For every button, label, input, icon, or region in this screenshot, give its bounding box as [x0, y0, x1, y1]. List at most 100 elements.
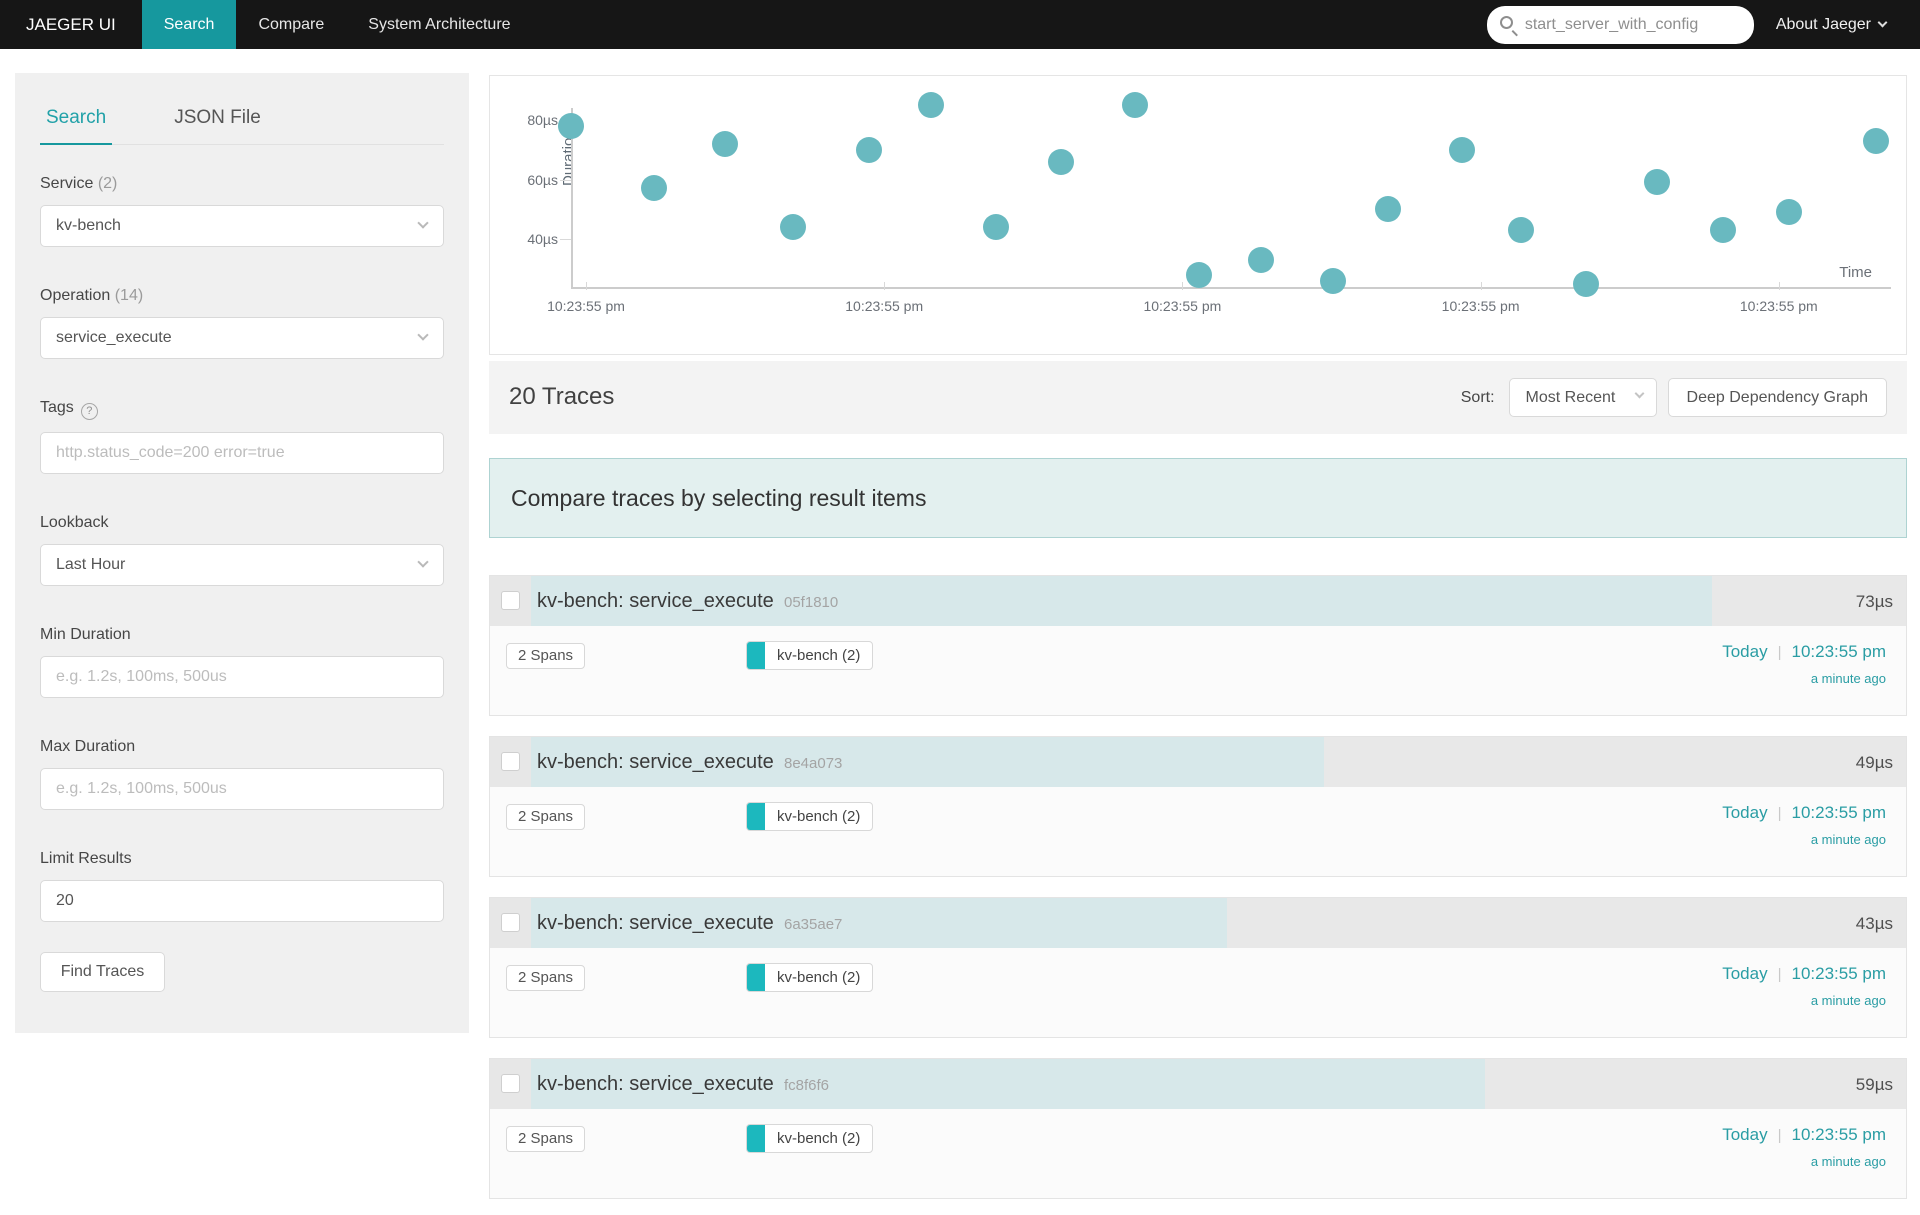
- trace-header[interactable]: kv-bench: service_execute 05f1810 73µs: [490, 576, 1906, 626]
- trace-relative-time: a minute ago: [1810, 993, 1886, 1008]
- trace-scatter-point[interactable]: [1375, 196, 1402, 223]
- min-duration-input[interactable]: [41, 657, 443, 697]
- service-label: Service (2): [40, 175, 118, 192]
- trace-scatter-point[interactable]: [1248, 246, 1275, 273]
- trace-checkbox[interactable]: [501, 591, 520, 610]
- nav-tab-compare[interactable]: Compare: [258, 16, 325, 33]
- search-icon: [1499, 15, 1513, 29]
- max-duration-group: Max Duration: [40, 738, 444, 810]
- trace-timestamp: Today | 10:23:55 pm a minute ago: [1722, 964, 1886, 1008]
- operation-label: Operation (14): [40, 287, 144, 304]
- about-jaeger-menu[interactable]: About Jaeger: [1776, 16, 1888, 34]
- trace-duration-bar: [531, 576, 1906, 626]
- tags-input[interactable]: [41, 433, 443, 473]
- service-color-swatch: [747, 964, 765, 991]
- sidebar-tab-json-file[interactable]: JSON File: [174, 107, 261, 128]
- find-traces-button[interactable]: Find Traces: [40, 952, 165, 992]
- min-duration-box: [40, 656, 444, 698]
- nav-tab-search[interactable]: Search: [141, 0, 237, 49]
- x-tick-label: 10:23:55 pm: [845, 298, 924, 314]
- max-duration-label: Max Duration: [40, 738, 136, 755]
- trace-day: Today: [1722, 642, 1768, 661]
- trace-scatter-point[interactable]: [1186, 261, 1213, 288]
- trace-scatter-point[interactable]: [1121, 92, 1148, 119]
- lookback-select-value: Last Hour: [56, 556, 126, 573]
- trace-checkbox[interactable]: [501, 913, 520, 932]
- trace-scatter-point[interactable]: [1319, 267, 1346, 294]
- trace-scatter-point[interactable]: [1710, 217, 1737, 244]
- trace-title[interactable]: kv-bench: service_execute: [537, 590, 774, 612]
- deep-dependency-graph-button[interactable]: Deep Dependency Graph: [1667, 378, 1887, 417]
- trace-scatter-point[interactable]: [983, 214, 1010, 241]
- limit-results-input[interactable]: [41, 881, 443, 921]
- max-duration-input[interactable]: [41, 769, 443, 809]
- chevron-down-icon: [1877, 17, 1888, 28]
- trace-relative-time: a minute ago: [1810, 671, 1886, 686]
- y-tick-mark: [560, 239, 571, 240]
- x-tick-label: 10:23:55 pm: [1143, 298, 1222, 314]
- trace-card[interactable]: kv-bench: service_execute 6a35ae7 43µs 2…: [489, 897, 1907, 1038]
- trace-scatter-point[interactable]: [712, 130, 739, 157]
- sort-select[interactable]: Most Recent: [1508, 378, 1657, 417]
- max-duration-box: [40, 768, 444, 810]
- trace-title[interactable]: kv-bench: service_execute: [537, 751, 774, 773]
- service-tag: kv-bench (2): [746, 963, 874, 992]
- operation-select[interactable]: service_execute: [40, 317, 444, 359]
- trace-duration: 49µs: [1855, 753, 1893, 772]
- search-sidebar: Search JSON File Service (2) kv-bench Op…: [15, 73, 469, 1033]
- trace-scatter-point[interactable]: [856, 136, 883, 163]
- trace-card[interactable]: kv-bench: service_execute 05f1810 73µs 2…: [489, 575, 1907, 716]
- trace-scatter-point[interactable]: [641, 175, 668, 202]
- trace-body: 2 Spans kv-bench (2) Today | 10:23:55 pm a…: [490, 626, 1906, 715]
- trace-header[interactable]: kv-bench: service_execute 6a35ae7 43µs: [490, 898, 1906, 948]
- trace-id: fc8f6f6: [784, 1077, 830, 1094]
- service-select[interactable]: kv-bench: [40, 205, 444, 247]
- trace-checkbox-col: [490, 737, 531, 787]
- y-axis-line: [571, 108, 573, 289]
- trace-duration: 59µs: [1855, 1075, 1893, 1094]
- sidebar-tab-search[interactable]: Search: [40, 101, 113, 145]
- trace-checkbox[interactable]: [501, 752, 520, 771]
- trace-scatter-point[interactable]: [1644, 169, 1671, 196]
- span-count-badge: 2 Spans: [506, 643, 586, 669]
- trace-scatter-point[interactable]: [779, 214, 806, 241]
- nav-search-box[interactable]: [1486, 5, 1754, 44]
- trace-header[interactable]: kv-bench: service_execute 8e4a073 49µs: [490, 737, 1906, 787]
- x-tick-mark: [1480, 282, 1482, 290]
- service-select-value: kv-bench: [56, 217, 121, 234]
- trace-scatter-point[interactable]: [1508, 217, 1535, 244]
- service-tag: kv-bench (2): [746, 641, 874, 670]
- sort-select-value: Most Recent: [1525, 389, 1616, 406]
- trace-scatter-point[interactable]: [1863, 127, 1890, 154]
- trace-duration: 43µs: [1855, 914, 1893, 933]
- x-tick-mark: [586, 282, 587, 290]
- trace-title[interactable]: kv-bench: service_execute: [537, 1073, 774, 1095]
- y-tick-label: 60µs: [527, 171, 558, 188]
- trace-id: 8e4a073: [784, 755, 843, 772]
- trace-scatter-point[interactable]: [1047, 148, 1074, 175]
- main-content: Duration Time 80µs 60µs 40µs 10:23:55 pm 10:…: [489, 75, 1907, 1199]
- help-icon[interactable]: ?: [80, 403, 98, 420]
- trace-scatter-point[interactable]: [558, 112, 584, 139]
- trace-scatter-point[interactable]: [1573, 270, 1600, 297]
- trace-card[interactable]: kv-bench: service_execute fc8f6f6 59µs 2…: [489, 1058, 1907, 1199]
- trace-checkbox-col: [490, 576, 531, 626]
- x-tick-label: 10:23:55 pm: [547, 298, 625, 314]
- service-tag: kv-bench (2): [746, 802, 874, 831]
- min-duration-group: Min Duration: [40, 626, 444, 698]
- trace-title[interactable]: kv-bench: service_execute: [537, 912, 774, 934]
- trace-scatter-point[interactable]: [1776, 199, 1803, 226]
- trace-relative-time: a minute ago: [1810, 832, 1886, 847]
- trace-checkbox[interactable]: [501, 1074, 520, 1093]
- trace-time: 10:23:55 pm: [1791, 964, 1886, 983]
- limit-results-box: [40, 880, 444, 922]
- trace-card[interactable]: kv-bench: service_execute 8e4a073 49µs 2…: [489, 736, 1907, 877]
- nav-tab-system-architecture[interactable]: System Architecture: [368, 16, 511, 33]
- trace-header[interactable]: kv-bench: service_execute fc8f6f6 59µs: [490, 1059, 1906, 1109]
- trace-scatter-point[interactable]: [1449, 136, 1475, 163]
- trace-scatter-point[interactable]: [918, 92, 945, 119]
- nav-search-input[interactable]: [1524, 5, 1740, 44]
- duration-scatter-chart: Duration Time 80µs 60µs 40µs 10:23:55 pm 10:…: [489, 75, 1907, 355]
- lookback-select[interactable]: Last Hour: [40, 544, 444, 586]
- trace-id: 05f1810: [784, 594, 839, 611]
